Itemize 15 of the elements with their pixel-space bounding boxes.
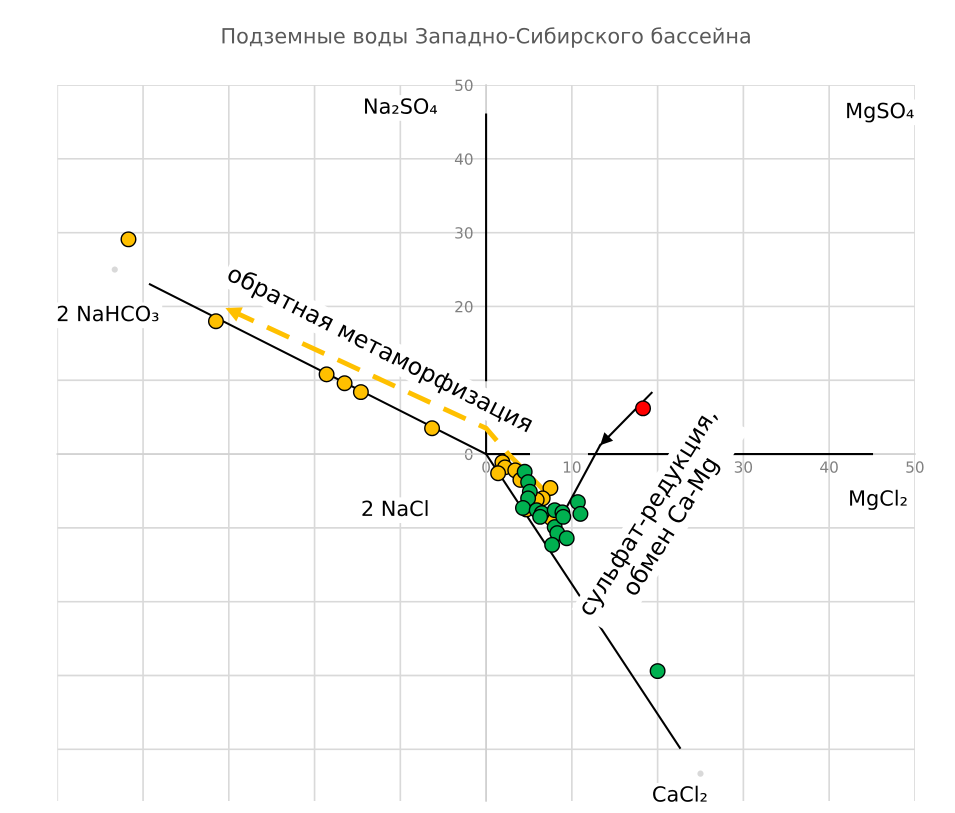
chart-title: Подземные воды Западно-Сибирского бассейна (222, 27, 750, 48)
y-tick-label: 40 (454, 153, 473, 165)
y-tick-label: 20 (455, 300, 473, 312)
annotation: 2 NaCl (362, 500, 428, 516)
x-tick-label: 30 (734, 461, 752, 473)
x-tick-label: 50 (906, 461, 924, 473)
y-tick-label: 50 (455, 80, 473, 92)
x-tick-label: 40 (820, 461, 838, 473)
x-tick-label: 10 (564, 461, 581, 473)
annotation: CaCl₂ (653, 786, 707, 802)
annotation: Na₂SO₄ (365, 98, 438, 114)
annotation: MgSO₄ (847, 102, 914, 122)
annotation: MgCl₂ (850, 490, 907, 510)
annotation: 2 NaHCO₃ (58, 306, 158, 322)
y-tick-label: 30 (455, 227, 473, 239)
